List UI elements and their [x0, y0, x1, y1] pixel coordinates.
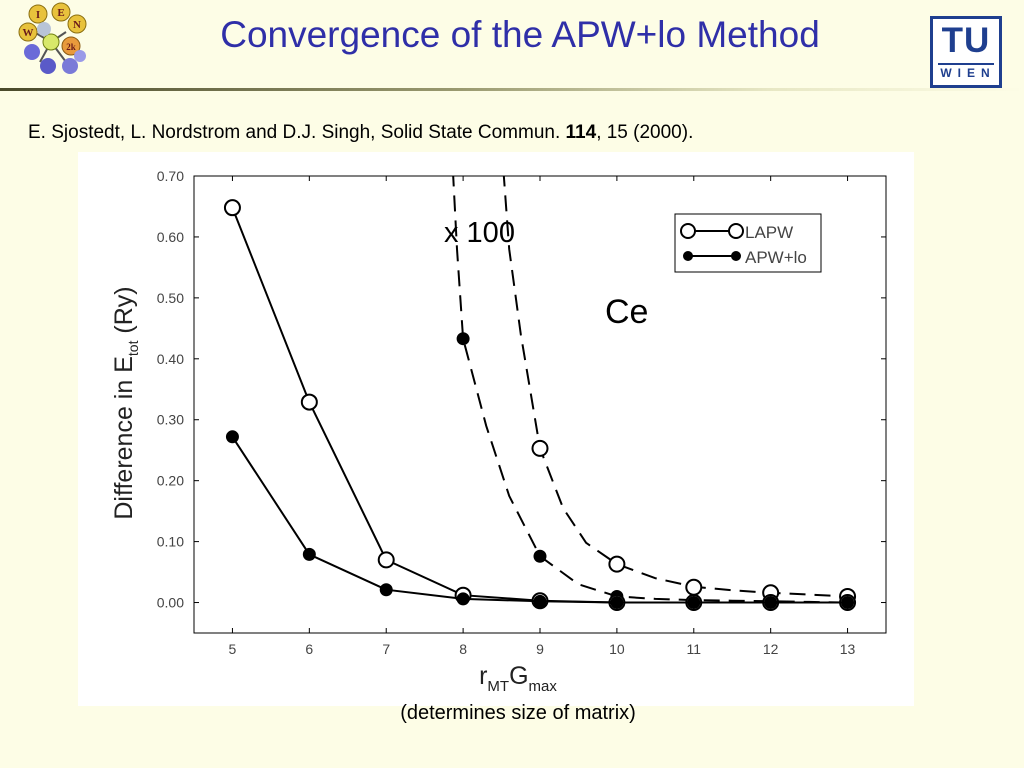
- scale-annotation: x 100: [444, 217, 515, 249]
- x-tick-label: 7: [382, 641, 390, 657]
- scaled-series-2-point: [608, 555, 626, 573]
- y-tick-label: 0.10: [157, 534, 184, 550]
- tu-wien-logo-top: TU: [941, 21, 991, 60]
- y-tick-label: 0.60: [157, 229, 184, 245]
- x-tick-label: 12: [763, 641, 779, 657]
- scaled-series-3-point: [456, 332, 470, 346]
- slide-title: Convergence of the APW+lo Method: [220, 14, 820, 55]
- legend-marker-lapw: [680, 223, 696, 239]
- scaled-series-2-point: [685, 578, 703, 596]
- logo-letter-i: I: [36, 9, 40, 21]
- x-tick-label: 11: [687, 641, 702, 657]
- logo-letter-n: N: [73, 19, 81, 31]
- legend-marker-apwlo: [683, 251, 693, 261]
- legend-label-apwlo: APW+lo: [745, 248, 807, 267]
- y-axis-label: Difference in Etot (Ry): [110, 286, 141, 519]
- scaled-series-3-point: [533, 549, 547, 563]
- y-tick-label: 0.40: [157, 351, 184, 367]
- x-tick-label: 5: [229, 641, 237, 657]
- chart-caption: (determines size of matrix): [400, 702, 636, 724]
- y-tick-label: 0.50: [157, 290, 184, 306]
- apw-lo-point: [533, 594, 547, 608]
- apw-lo-point: [610, 596, 624, 610]
- legend: LAPW APW+lo: [674, 213, 822, 273]
- legend-box: [674, 213, 822, 273]
- citation-authors: E. Sjostedt, L. Nordstrom and D.J. Singh…: [28, 122, 566, 143]
- legend-label-lapw: LAPW: [745, 223, 793, 242]
- convergence-chart: 5 6 7 8 9 10 11 12 13 0.00 0.10 0.20 0.30 0.40 0.50 0.6…: [110, 168, 887, 695]
- apw-lo-point: [841, 596, 855, 610]
- title-divider: [0, 88, 1024, 91]
- logo-letter-w: W: [23, 27, 34, 39]
- y-tick-label: 0.20: [157, 473, 184, 489]
- apw-lo-line: [231, 436, 848, 604]
- citation-pages: , 15 (2000).: [596, 122, 694, 143]
- lapw-point: [300, 393, 318, 411]
- x-tick-label: 6: [305, 641, 313, 657]
- wien2k-logo: I E N W 2k: [18, 2, 87, 74]
- apw-lo-point: [764, 596, 778, 610]
- plot-panel: 5 6 7 8 9 10 11 12 13 0.00 0.10 0.20 0.30 0.40 0.50 0.6…: [78, 152, 914, 706]
- x-tick-label: 8: [459, 641, 467, 657]
- y-tick-label: 0.00: [157, 595, 184, 611]
- citation-volume: 114: [565, 122, 597, 143]
- apw-lo-point: [379, 583, 393, 597]
- x-tick-label: 13: [840, 641, 856, 657]
- tu-wien-logo-bottom: WIEN: [940, 66, 996, 80]
- x-axis-label: rMTGmax: [479, 662, 557, 695]
- apw-lo-point: [225, 430, 239, 444]
- apw-lo-point: [302, 547, 316, 561]
- lapw-point: [223, 199, 241, 217]
- citation: E. Sjostedt, L. Nordstrom and D.J. Singh…: [28, 122, 693, 144]
- y-tick-label: 0.30: [157, 412, 184, 428]
- apw-lo-point: [456, 592, 470, 606]
- logo-letter-e: E: [57, 7, 64, 19]
- y-tick-label: 0.70: [157, 168, 184, 184]
- x-tick-label: 9: [536, 641, 544, 657]
- x-tick-label: 10: [609, 641, 625, 657]
- logo-letter-2k: 2k: [66, 42, 76, 52]
- lapw-point: [377, 551, 395, 569]
- element-annotation: Ce: [605, 293, 648, 331]
- legend-marker-apwlo-end: [731, 251, 741, 261]
- tu-wien-logo: TU WIEN: [930, 16, 1002, 88]
- scaled-series-2-point: [531, 439, 549, 457]
- legend-marker-lapw-end: [728, 223, 744, 239]
- apw-lo-point: [687, 596, 701, 610]
